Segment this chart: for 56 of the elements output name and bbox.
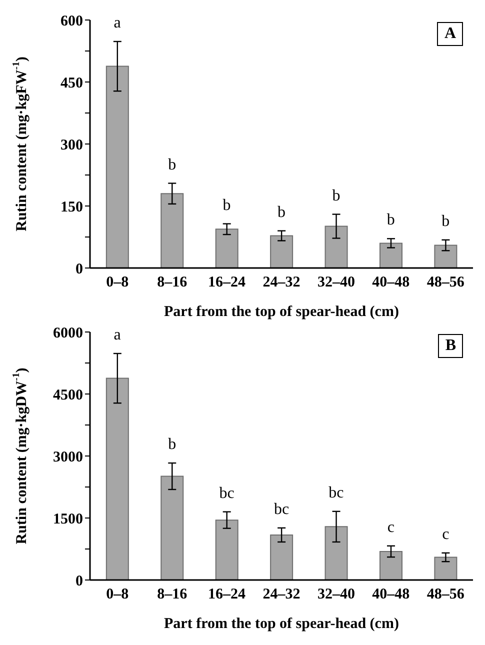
y-tick-label: 600 [60,13,83,30]
y-tick-label: 450 [60,75,83,92]
bar [215,520,238,580]
bar [106,66,129,268]
bar [270,534,294,580]
annotation: bc [274,500,290,518]
bar [379,550,402,580]
chart-title: B [438,334,463,358]
chart-title: A [437,22,463,46]
y-tick-label: 4500 [53,387,83,404]
bar [270,235,294,268]
x-tick-label: 48–56 [426,586,465,603]
x-tick-label: 8–16 [157,586,188,603]
x-tick-label: 32–40 [317,274,355,291]
x-axis-title: Part from the top of spear-head (cm) [164,616,399,632]
x-tick-label: 40–48 [372,274,410,291]
annotation: c [442,526,450,543]
bar [215,228,238,268]
annotation: b [386,212,395,229]
annotation: b [278,204,286,221]
x-tick-label: 24–32 [262,274,300,291]
x-tick-label: 0–8 [106,586,129,603]
y-tick-label: 6000 [53,325,83,342]
annotation: b [442,212,450,230]
x-tick-label: 16–24 [208,274,246,291]
x-tick-label: 16–24 [208,586,246,603]
x-tick-label: 8–16 [157,274,188,291]
y-tick-label: 300 [60,137,83,154]
annotation: a [114,326,121,344]
bar [160,476,184,580]
x-axis-title: Part from the top of spear-head (cm) [164,304,399,320]
annotation: bc [328,484,344,502]
y-tick-label: 150 [60,199,83,216]
bar [434,556,458,580]
annotation: c [387,518,394,536]
x-tick-label: 24–32 [262,586,300,603]
annotation: a [114,14,121,32]
y-tick-label: 0 [76,573,83,590]
x-tick-label: 0–8 [106,274,129,291]
annotation: bc [219,484,234,502]
x-tick-label: 40–48 [372,586,410,603]
annotation: b [222,196,231,214]
bar [324,526,348,580]
bar [324,226,348,268]
x-tick-label: 48–56 [426,274,465,291]
bar [434,244,458,268]
annotation: b [168,156,176,174]
y-tick-label: 3000 [53,449,83,466]
x-tick-label: 32–40 [317,586,355,603]
bar [160,193,184,268]
annotation: b [332,187,340,204]
bar [379,242,402,268]
y-tick-label: 1500 [53,511,83,528]
y-tick-label: 0 [76,261,83,278]
annotation: b [168,436,176,454]
bar [106,378,129,580]
